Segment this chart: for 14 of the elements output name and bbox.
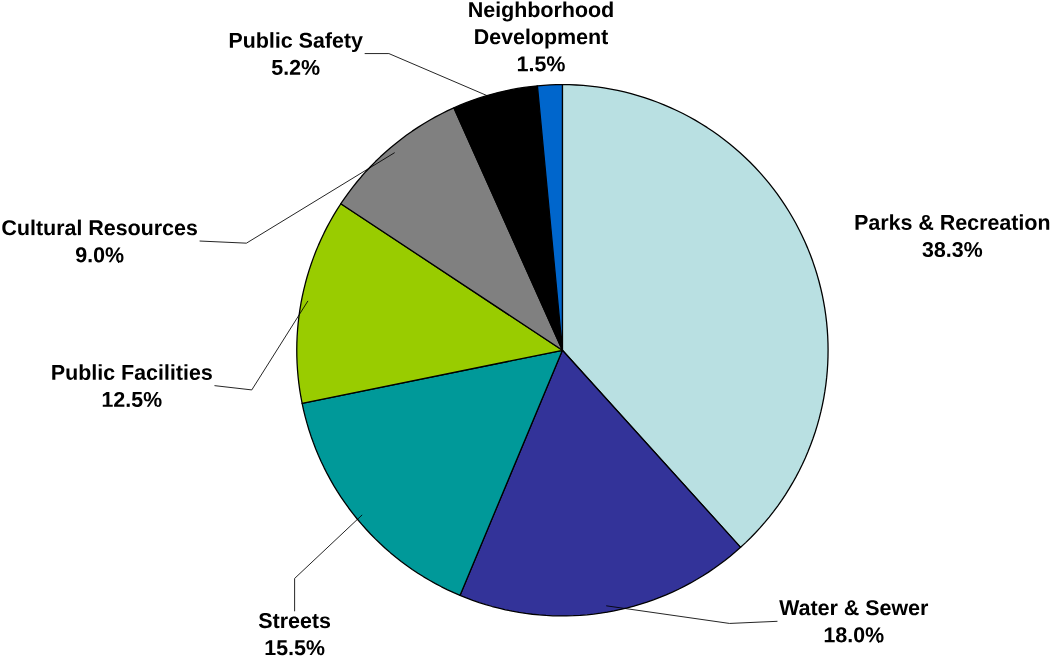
slice-label: Neighborhood Development (469, 1, 613, 49)
data-label: 15.5% (265, 640, 325, 656)
slice-label: Streets (258, 613, 331, 629)
data-label: 1.5% (517, 56, 565, 72)
data-label: 5.2% (271, 59, 320, 76)
slice-label: Water & Sewer (779, 600, 929, 616)
slice-label: Public Safety (229, 32, 363, 53)
data-label: 38.3% (922, 242, 983, 258)
data-label: 18.0% (824, 627, 884, 643)
slice-label: Parks & Recreation (855, 214, 1050, 231)
data-label: 9.0% (75, 247, 124, 263)
slice-label: Public Facilities (52, 364, 212, 381)
slice-label: Cultural Resources (2, 219, 197, 236)
data-label: 12.5% (102, 392, 162, 408)
